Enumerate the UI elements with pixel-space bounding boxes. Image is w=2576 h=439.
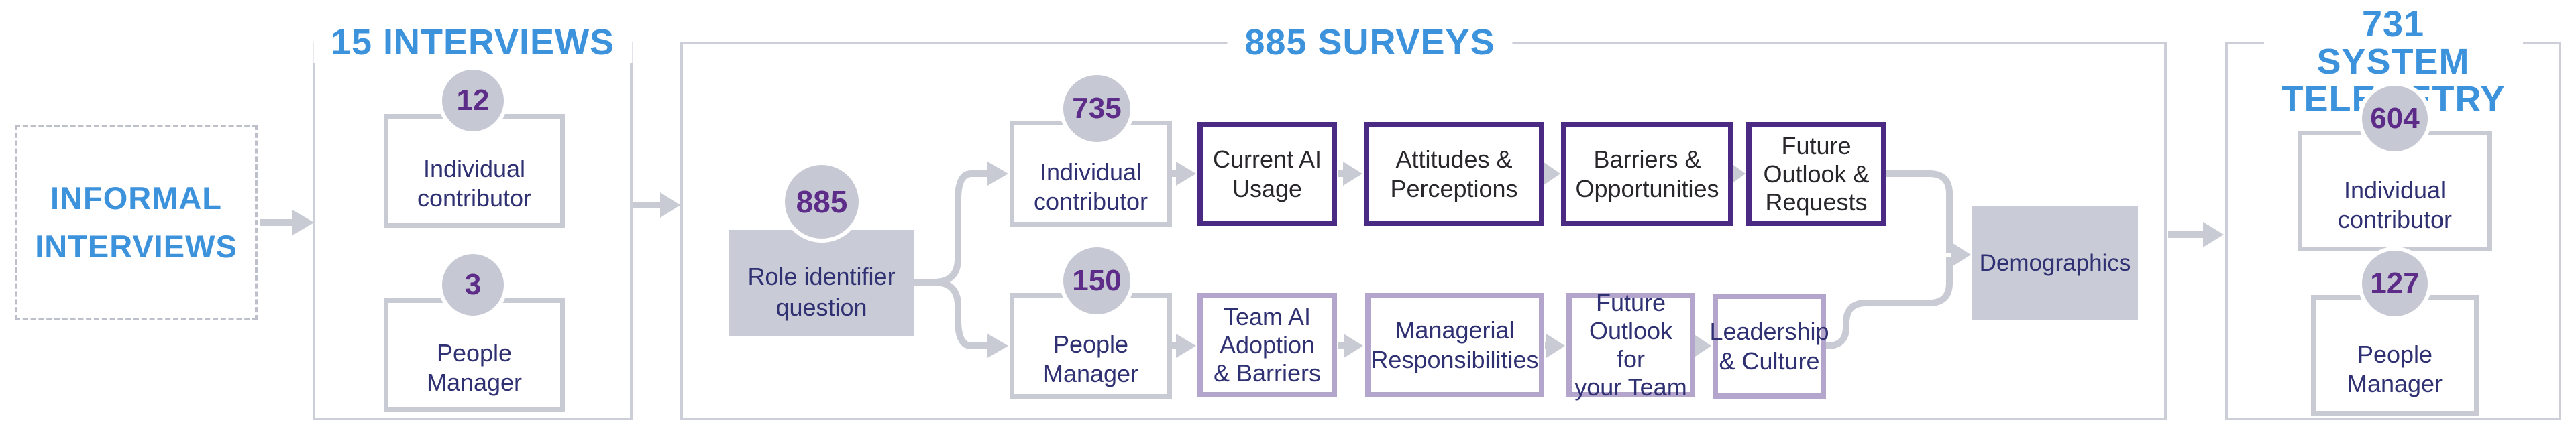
arrowhead-icon [1176, 334, 1196, 358]
surveys-pm-label: People Manager [1042, 330, 1139, 387]
arrowhead-icon [1693, 334, 1711, 358]
survey-step-label: Future Outlook for your Team [1574, 289, 1687, 401]
survey-step-label: Leadership & Culture [1709, 317, 1829, 375]
surveys-group-title: 885 SURVEYS [1227, 21, 1513, 63]
surveys-pm-count: 150 [1072, 264, 1122, 297]
arrowhead-icon [987, 334, 1008, 358]
arrowhead-icon [1543, 162, 1560, 186]
telemetry-pm-count-badge: 127 [2358, 247, 2432, 320]
interviews-pm-label: People Manager [426, 339, 523, 396]
telemetry-pm-label: People Manager [2347, 340, 2443, 397]
surveys-ic-box: Individual contributor [1010, 121, 1172, 227]
telemetry-ic-box: Individual contributor [2298, 131, 2492, 251]
telemetry-ic-label: Individual contributor [2337, 176, 2453, 233]
connector-merge-top [1886, 170, 1953, 253]
survey-step-future-outlook-team: Future Outlook for your Team [1566, 289, 1695, 401]
survey-step-label: Team AI Adoption & Barriers [1213, 303, 1322, 387]
arrowhead-icon [1343, 162, 1362, 186]
role-identifier-count-badge: 885 [781, 161, 863, 243]
interviews-ic-label: Individual contributor [417, 155, 532, 212]
arrowheads [292, 162, 2224, 358]
survey-step-label: Future Outlook & Requests [1763, 131, 1870, 216]
arrowhead-icon [2203, 222, 2224, 247]
survey-step-label: Current AI Usage [1212, 145, 1322, 202]
arrowhead-icon [660, 192, 680, 218]
survey-step-current-ai-usage: Current AI Usage [1197, 122, 1337, 226]
arrowhead-icon [292, 210, 314, 235]
survey-step-label: Managerial Responsibilities [1371, 316, 1539, 373]
interviews-pm-count-badge: 3 [438, 250, 508, 320]
telemetry-ic-count-badge: 604 [2358, 82, 2432, 155]
survey-step-team-ai-adoption: Team AI Adoption & Barriers [1197, 293, 1337, 397]
survey-step-leadership-culture: Leadership & Culture [1709, 294, 1829, 399]
informal-interviews-box: INFORMAL INTERVIEWS [15, 125, 258, 320]
demographics-label: Demographics [1979, 249, 2131, 276]
role-identifier-box: Role identifier question [729, 230, 914, 336]
interviews-group-title: 15 INTERVIEWS [313, 21, 633, 63]
arrowhead-icon [987, 162, 1008, 186]
survey-step-label: Attitudes & Perceptions [1390, 145, 1518, 202]
surveys-ic-count: 735 [1072, 92, 1122, 125]
informal-interviews-label: INFORMAL INTERVIEWS [35, 180, 237, 264]
arrowhead-icon [1344, 334, 1363, 358]
demographics-box: Demographics [1972, 206, 2138, 320]
survey-step-barriers-opportunities: Barriers & Opportunities [1561, 122, 1733, 226]
telemetry-pm-count: 127 [2370, 267, 2420, 300]
surveys-pm-count-badge: 150 [1059, 243, 1134, 318]
connector-fork-down [914, 279, 987, 349]
survey-step-future-outlook-requests: Future Outlook & Requests [1746, 122, 1886, 226]
survey-step-attitudes-perceptions: Attitudes & Perceptions [1364, 122, 1544, 226]
arrowhead-icon [1951, 242, 1971, 267]
arrowhead-icon [1546, 334, 1565, 358]
arrowhead-icon [1176, 162, 1196, 186]
interviews-ic-count: 12 [456, 84, 490, 117]
interviews-ic-count-badge: 12 [438, 66, 508, 135]
survey-step-managerial-responsibilities: Managerial Responsibilities [1365, 293, 1544, 397]
role-identifier-label: Role identifier question [747, 262, 896, 321]
role-identifier-count: 885 [796, 184, 848, 219]
interviews-group: 15 INTERVIEWS [313, 21, 633, 420]
connector-merge-bottom [1826, 257, 1953, 349]
telemetry-ic-count: 604 [2370, 102, 2420, 135]
survey-step-label: Barriers & Opportunities [1575, 145, 1719, 202]
surveys-ic-label: Individual contributor [1033, 158, 1148, 215]
surveys-group: 885 SURVEYS [680, 21, 2167, 420]
interviews-pm-count: 3 [464, 268, 482, 301]
surveys-ic-count-badge: 735 [1059, 71, 1134, 146]
